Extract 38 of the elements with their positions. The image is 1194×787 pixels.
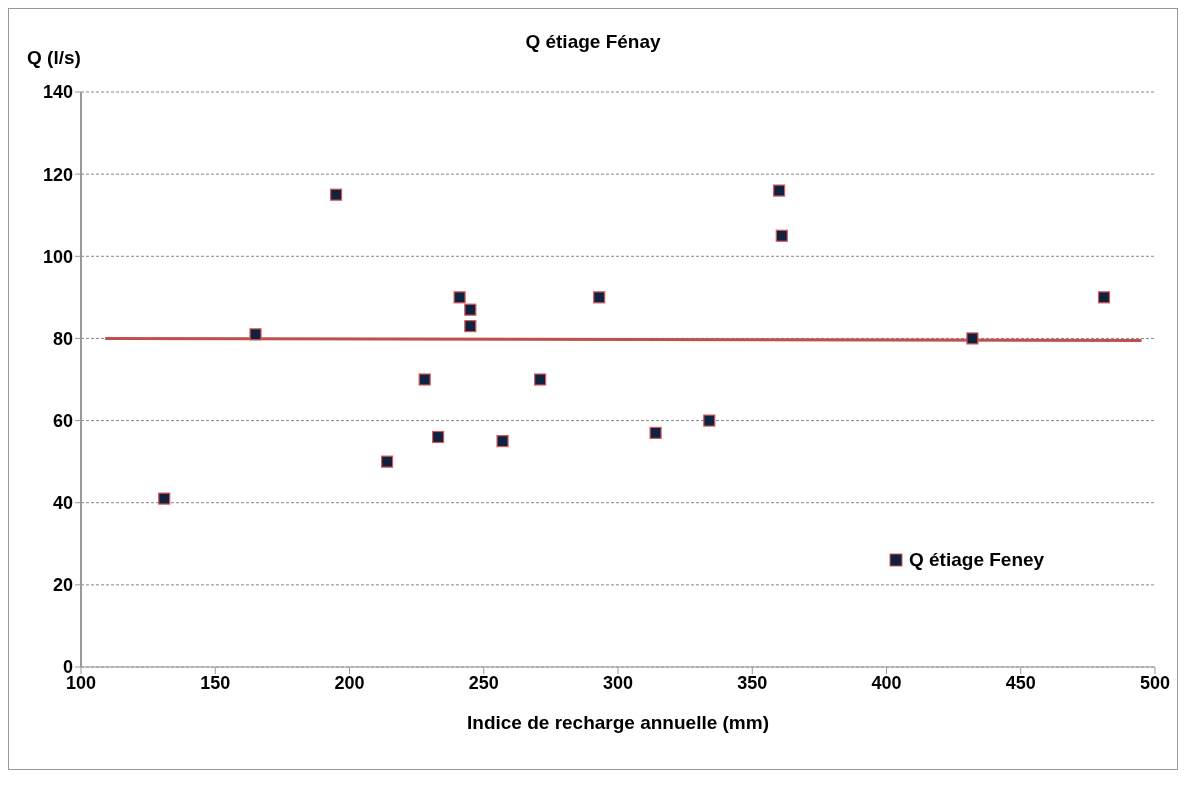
point bbox=[966, 332, 979, 345]
point bbox=[464, 320, 477, 333]
point bbox=[703, 414, 716, 427]
chart-title: Q étiage Fénay bbox=[525, 31, 661, 52]
legend-label: Q étiage Feney bbox=[909, 549, 1045, 571]
point bbox=[464, 303, 477, 316]
point bbox=[496, 435, 509, 448]
point bbox=[649, 426, 662, 439]
y-tick-label: 120 bbox=[42, 164, 73, 185]
point bbox=[249, 328, 262, 341]
point bbox=[380, 455, 394, 468]
point bbox=[432, 430, 445, 444]
x-tick-label: 450 bbox=[1005, 672, 1036, 693]
x-tick-label: 400 bbox=[871, 672, 902, 693]
y-tick-label: 140 bbox=[42, 82, 73, 103]
y-tick-label: 20 bbox=[52, 575, 73, 596]
point bbox=[418, 373, 431, 386]
point bbox=[775, 229, 788, 242]
x-tick-label: 300 bbox=[602, 672, 634, 693]
y-axis-title: Q (l/s) bbox=[27, 47, 81, 69]
point bbox=[453, 291, 466, 304]
x-tick-label: 500 bbox=[1139, 672, 1171, 693]
y-tick-label: 60 bbox=[52, 410, 73, 431]
point bbox=[593, 291, 606, 304]
point bbox=[1097, 291, 1111, 304]
x-tick-label: 350 bbox=[737, 672, 768, 693]
y-tick-label: 40 bbox=[52, 493, 73, 514]
x-tick-label: 200 bbox=[334, 672, 365, 693]
point bbox=[329, 188, 343, 201]
x-tick-label: 250 bbox=[468, 672, 499, 693]
y-tick-label: 80 bbox=[52, 328, 73, 349]
y-tick-label: 100 bbox=[42, 246, 73, 267]
point bbox=[773, 184, 786, 197]
x-axis-title: Indice de recharge annuelle (mm) bbox=[467, 712, 769, 733]
point bbox=[534, 373, 547, 386]
x-tick-label: 150 bbox=[200, 672, 231, 693]
point bbox=[158, 492, 171, 505]
x-tick-label: 100 bbox=[65, 672, 97, 693]
